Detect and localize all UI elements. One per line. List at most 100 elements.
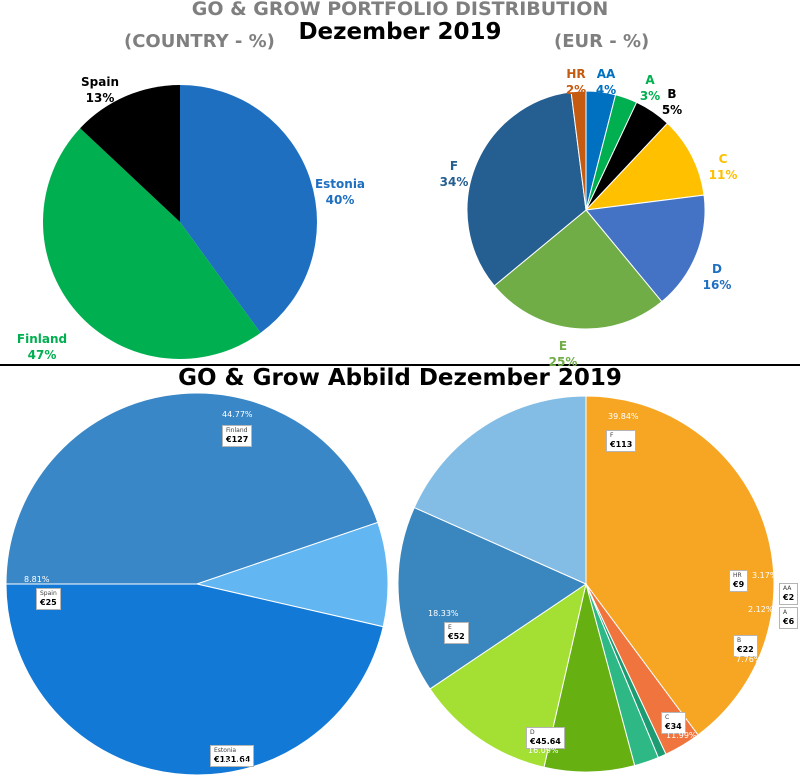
pie-slice-finland (42, 128, 261, 360)
slice-value: €9 (733, 580, 745, 589)
slice-tag-estonia: Estonia €131.64 (210, 745, 255, 767)
pie-slice-e (493, 209, 663, 330)
pie-slice-b (543, 583, 636, 773)
slice-name: AA (596, 67, 616, 81)
slice-name: A (645, 73, 655, 87)
pie-slice-spain (80, 85, 180, 222)
slice-percent: 25% (548, 355, 578, 369)
slice-tag-hr: HR €9 (729, 570, 749, 592)
pie-slice-f (466, 91, 587, 287)
slice-value: €45.64 (530, 737, 561, 746)
slice-tag-e: E €52 (444, 622, 469, 644)
slice-value: €6 (783, 617, 795, 626)
slice-percent-c: 11.99% (666, 731, 697, 740)
pie-chart-2 (466, 90, 706, 330)
slice-percent: 2% (565, 83, 587, 97)
slice-name: Finland (16, 332, 68, 346)
slice-tag-c: C €34 (661, 712, 686, 734)
pie-chart-3 (5, 392, 389, 776)
slice-name: E (558, 339, 568, 353)
slice-percent-estonia: 46.41% (222, 758, 253, 767)
slice-percent: 4% (595, 83, 617, 97)
slice-percent: 34% (439, 175, 469, 189)
slice-tag-f: F €113 (606, 430, 637, 452)
slice-name: Estonia (214, 747, 237, 754)
pie-slice-finland (5, 392, 379, 585)
country-subtitle: (COUNTRY - %) (124, 31, 275, 52)
slice-name: E (448, 624, 452, 631)
slice-percent-d: 16.09% (528, 746, 559, 755)
slice-tag-d: D €45.64 (526, 727, 565, 749)
pie-slice-e (413, 395, 587, 585)
pie-slice-d (585, 194, 706, 303)
slice-label-e: E 25% (523, 338, 603, 370)
slice-name: B (737, 637, 742, 644)
slice-value: €127 (226, 435, 249, 444)
slice-name: Spain (81, 75, 119, 89)
slice-name: A (783, 609, 788, 616)
slice-percent-spain: 8.81% (24, 575, 50, 584)
slice-name: HR (566, 67, 586, 81)
slice-name: AA (783, 585, 792, 592)
pie-slice-c (429, 582, 587, 768)
slice-percent-a: 2.12% (748, 605, 774, 614)
slice-label-hr: HR 2% (536, 66, 616, 98)
bottom-title: GO & Grow Abbild Dezember 2019 (178, 365, 622, 391)
pie-chart-4 (397, 395, 775, 773)
slice-name: C (665, 714, 670, 721)
slice-tag-spain: Spain €25 (36, 588, 61, 610)
pie-slice-spain (195, 521, 389, 628)
slice-label-spain: Spain 13% (60, 74, 140, 106)
slice-name: D (530, 729, 535, 736)
pie-slice-hr (570, 90, 587, 211)
slice-tag-aa: AA €2 (779, 583, 799, 605)
slice-percent-f: 39.84% (608, 412, 639, 421)
slice-name: Estonia (314, 177, 366, 191)
slice-percent-e: 18.33% (428, 609, 459, 618)
slice-label-d: D 16% (677, 261, 757, 293)
slice-percent-b: 7.76% (736, 655, 762, 664)
slice-percent: 16% (702, 278, 732, 292)
slice-tag-b: B €22 (733, 635, 758, 657)
pie-slice-estonia (5, 583, 384, 776)
pie-slice-estonia (180, 85, 318, 333)
slice-percent-finland: 44.77% (222, 410, 253, 419)
slice-name: Spain (40, 590, 57, 597)
date-subtitle: Dezember 2019 (298, 19, 502, 45)
slice-percent: 40% (325, 193, 355, 207)
slice-percent: 5% (661, 103, 683, 117)
slice-label-a: A 3% (610, 72, 690, 104)
slice-name: C (718, 152, 728, 166)
pie-slice-c (584, 122, 705, 211)
slice-tag-a: A €6 (779, 607, 799, 629)
slice-value: €25 (40, 598, 57, 607)
slice-name: D (712, 262, 722, 276)
slice-value: €22 (737, 645, 754, 654)
slice-tag-finland: Finland €127 (222, 425, 253, 447)
slice-name: HR (733, 572, 742, 579)
slice-label-b: B 5% (632, 86, 712, 118)
slice-name: Finland (226, 427, 248, 434)
slice-label-aa: AA 4% (566, 66, 646, 98)
eur-subtitle: (EUR - %) (554, 31, 650, 52)
slice-percent: 3% (639, 89, 661, 103)
slice-label-finland: Finland 47% (2, 331, 82, 363)
slice-name: B (667, 87, 677, 101)
slice-percent-hr: 3.17% (752, 571, 778, 580)
slice-label-c: C 11% (683, 151, 763, 183)
slice-value: €52 (448, 632, 465, 641)
slice-percent: 13% (85, 91, 115, 105)
slice-value: €131.64 (214, 755, 251, 764)
section-divider (0, 364, 800, 366)
pie-chart-1 (42, 85, 318, 360)
slice-label-f: F 34% (414, 158, 494, 190)
slice-value: €2 (783, 593, 795, 602)
slice-percent: 11% (708, 168, 738, 182)
slice-value: €34 (665, 722, 682, 731)
slice-percent: 47% (27, 348, 57, 362)
pie-slice-f (585, 395, 775, 736)
slice-label-estonia: Estonia 40% (300, 176, 380, 208)
slice-value: €113 (610, 440, 633, 449)
main-title: GO & GROW PORTFOLIO DISTRIBUTION (191, 0, 609, 20)
